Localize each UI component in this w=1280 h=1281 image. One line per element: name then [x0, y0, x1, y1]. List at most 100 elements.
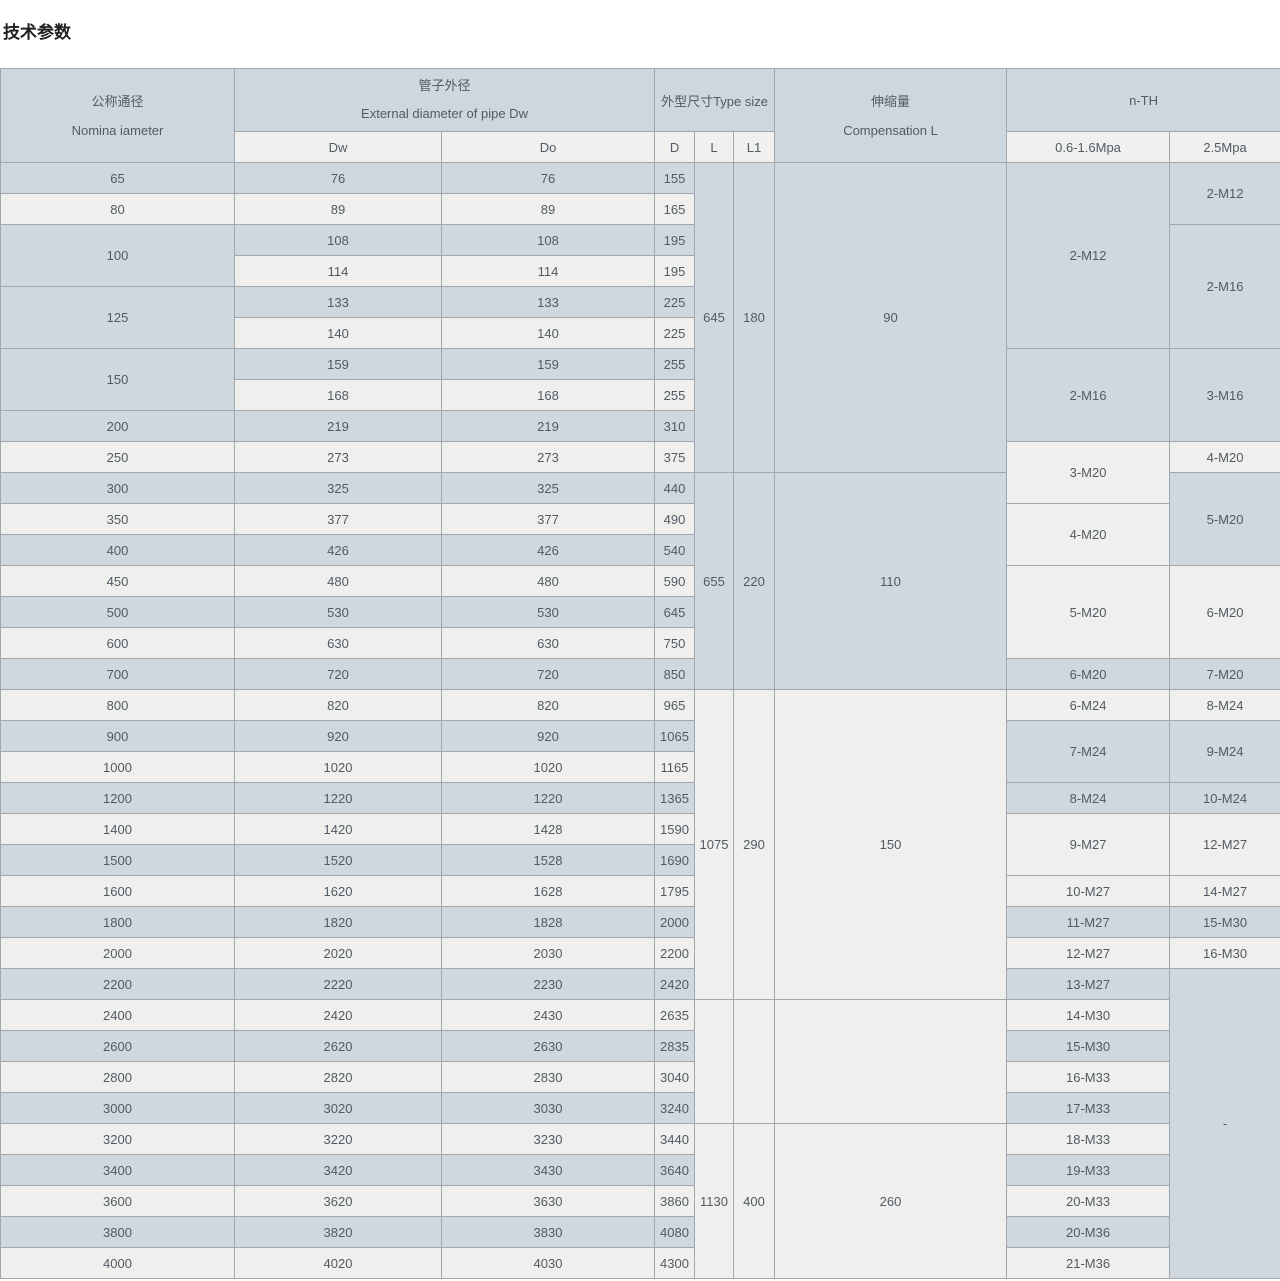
table-row: 3400 3420 3430 3640 19-M33 [0, 1154, 1280, 1186]
table-header: 公称通径 Nomina iameter 管子外径 External diamet… [0, 68, 1280, 163]
cell-nth_low: 14-M30 [1006, 999, 1171, 1031]
cell-do: 76 [440, 162, 656, 194]
subheader-dw: Dw [234, 131, 442, 163]
cell-do: 114 [440, 255, 656, 287]
cell-do: 140 [440, 317, 656, 349]
cell-d: 3440 [654, 1123, 696, 1155]
cell-do: 4030 [440, 1247, 656, 1279]
cell-nth_low: 2-M12 [1006, 162, 1171, 349]
cell-do: 1828 [440, 906, 656, 938]
cell-do: 2830 [440, 1061, 656, 1093]
cell-dn: 2400 [0, 999, 235, 1031]
table-row: 2600 2620 2630 2835 15-M30 [0, 1030, 1280, 1062]
cell-do: 480 [440, 565, 656, 597]
cell-dw: 1220 [234, 782, 442, 814]
table-row: 1200 1220 1220 1365 8-M24 10-M24 [0, 782, 1280, 814]
cell-dw: 2020 [234, 937, 442, 969]
cell-nth_high: 2-M12 [1169, 162, 1280, 225]
cell-l1: 290 [733, 689, 776, 1000]
cell-d: 195 [654, 224, 696, 256]
cell-d: 1065 [654, 720, 696, 752]
cell-d: 1165 [654, 751, 696, 783]
cell-do: 325 [440, 472, 656, 504]
cell-do: 3830 [440, 1216, 656, 1248]
cell-dw: 168 [234, 379, 442, 411]
cell-d: 225 [654, 286, 696, 318]
table-row: 2000 2020 2030 2200 12-M27 16-M30 [0, 937, 1280, 969]
header-type-size: 外型尺寸Type size [654, 68, 776, 132]
cell-dn: 400 [0, 534, 235, 566]
cell-nth_low: 10-M27 [1006, 875, 1171, 907]
cell-d: 2000 [654, 906, 696, 938]
cell-l: 655 [694, 472, 735, 690]
cell-l: 1075 [694, 689, 735, 1000]
cell-do: 3430 [440, 1154, 656, 1186]
table-row: 1400 1420 1428 1590 9-M27 12-M27 [0, 813, 1280, 876]
cell-d: 3640 [654, 1154, 696, 1186]
subheader-d: D [654, 131, 696, 163]
cell-dw: 630 [234, 627, 442, 659]
table-row: 125 133 133 225 [0, 286, 1280, 349]
cell-nth_low: 11-M27 [1006, 906, 1171, 938]
cell-dn: 3000 [0, 1092, 235, 1124]
cell-do: 2430 [440, 999, 656, 1031]
cell-do: 2030 [440, 937, 656, 969]
cell-d: 255 [654, 348, 696, 380]
cell-dw: 4020 [234, 1247, 442, 1279]
technical-parameters-table: 公称通径 Nomina iameter 管子外径 External diamet… [0, 68, 1280, 1279]
cell-dw: 1820 [234, 906, 442, 938]
cell-dw: 114 [234, 255, 442, 287]
page-title: 技术参数 [3, 23, 71, 42]
cell-dw: 3020 [234, 1092, 442, 1124]
cell-do: 2230 [440, 968, 656, 1000]
cell-d: 645 [654, 596, 696, 628]
header-nth: n-TH [1006, 68, 1280, 132]
header-pipe-outer-diameter: 管子外径 External diameter of pipe Dw [233, 68, 656, 132]
cell-do: 108 [440, 224, 656, 256]
cell-dw: 2420 [234, 999, 442, 1031]
cell-dn: 3400 [0, 1154, 235, 1186]
cell-l1: 220 [733, 472, 776, 690]
cell-dn: 200 [0, 410, 235, 442]
table-body: 65 76 76 155 645 180 90 2-M12 2-M12 80 89 89 165 100 1… [0, 162, 1280, 1279]
cell-dw: 325 [234, 472, 442, 504]
cell-dw: 2820 [234, 1061, 442, 1093]
cell-comp: 260 [774, 1123, 1008, 1279]
cell-dn: 2800 [0, 1061, 235, 1093]
cell-dw: 1020 [234, 751, 442, 783]
cell-dn: 450 [0, 565, 235, 597]
cell-dw: 159 [234, 348, 442, 380]
cell-l: 1130 [694, 1123, 735, 1279]
cell-d: 3240 [654, 1092, 696, 1124]
cell-do: 1628 [440, 875, 656, 907]
cell-do: 3030 [440, 1092, 656, 1124]
table-row: 2200 2220 2230 2420 13-M27- [0, 968, 1280, 1279]
cell-dn: 1600 [0, 875, 235, 907]
cell-dw: 108 [234, 224, 442, 256]
cell-nth_low: 6-M24 [1006, 689, 1171, 721]
cell-l1: 180 [733, 162, 776, 473]
cell-do: 377 [440, 503, 656, 535]
cell-nth_high: 10-M24 [1169, 782, 1280, 814]
cell-nth_low: 20-M36 [1006, 1216, 1171, 1248]
table-row: 700 720 720 850 6-M20 7-M20 [0, 658, 1280, 690]
table-row: 200 219 219 310 [0, 410, 1280, 442]
cell-nth_low: 6-M20 [1006, 658, 1171, 690]
cell-nth_low: 20-M33 [1006, 1185, 1171, 1217]
cell-nth_high: 2-M16 [1169, 224, 1280, 349]
subheader-l1: L1 [733, 131, 776, 163]
cell-d: 310 [654, 410, 696, 442]
cell-dw: 1520 [234, 844, 442, 876]
cell-d: 4300 [654, 1247, 696, 1279]
table-row: 1500 1520 1528 1690 [0, 844, 1280, 876]
cell-nth_low: 2-M16 [1006, 348, 1171, 442]
cell-nth_high: 9-M24 [1169, 720, 1280, 783]
cell-do: 133 [440, 286, 656, 318]
cell-d: 4080 [654, 1216, 696, 1248]
cell-dw: 530 [234, 596, 442, 628]
cell-do: 2630 [440, 1030, 656, 1062]
cell-dn: 1800 [0, 906, 235, 938]
cell-dn: 3600 [0, 1185, 235, 1217]
cell-dn: 250 [0, 441, 235, 473]
cell-comp: 90 [774, 162, 1008, 473]
